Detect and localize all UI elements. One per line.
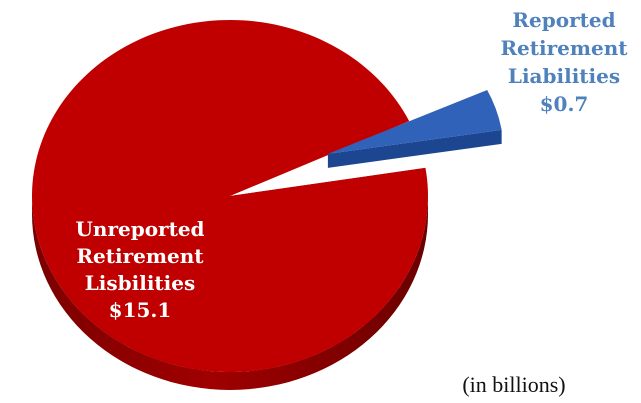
label-line: Unreported — [75, 217, 204, 241]
label-line: Reported — [512, 8, 615, 32]
slice-label-unreported: Unreported Retirement Lisbilities $15.1 — [75, 217, 204, 322]
label-line: Liabilities — [508, 64, 620, 88]
label-line: Retirement — [76, 244, 204, 268]
slice-unreported — [32, 20, 429, 373]
slice-label-reported: Reported Retirement Liabilities $0.7 — [500, 8, 628, 116]
slice-reported — [327, 90, 502, 154]
value-label: $0.7 — [540, 92, 589, 116]
unit-note: (in billions) — [462, 372, 565, 397]
slice-side-reported — [327, 129, 502, 168]
label-line: Lisbilities — [85, 271, 196, 295]
label-line: Retirement — [500, 36, 628, 60]
value-label: $15.1 — [109, 298, 172, 322]
